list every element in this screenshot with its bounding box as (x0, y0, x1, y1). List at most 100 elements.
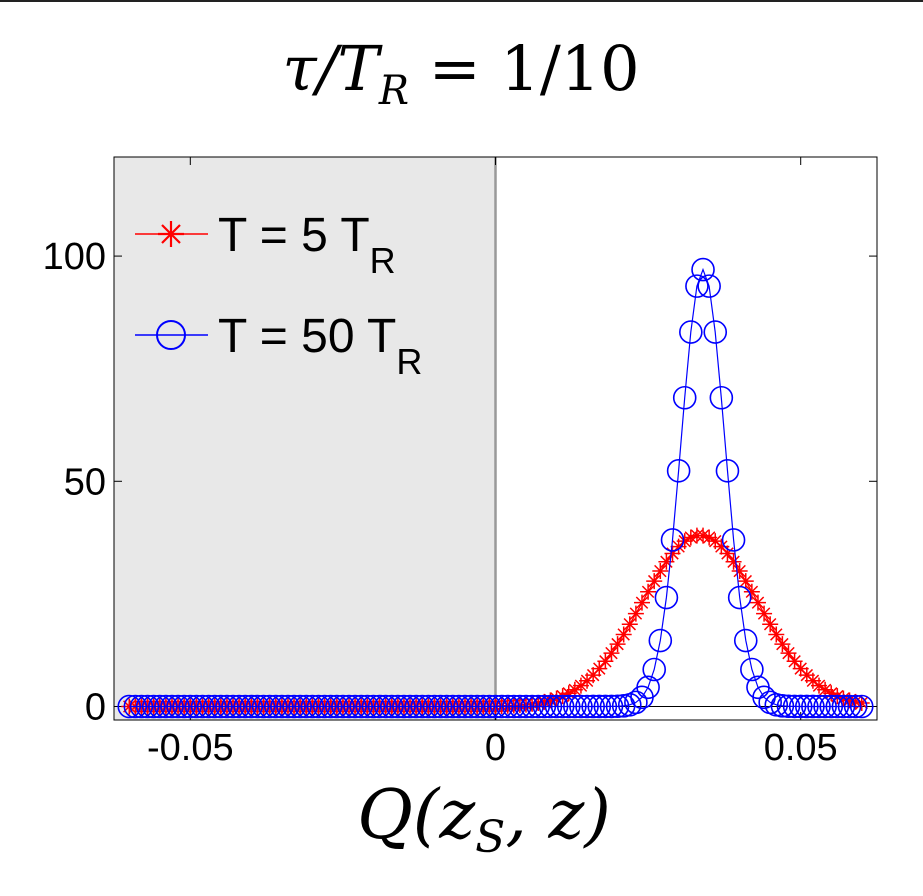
x-axis-label: Q(zS, z) (357, 776, 611, 863)
data-point-circle (660, 528, 685, 552)
data-point-star (762, 616, 779, 633)
data-point-circle (129, 694, 154, 719)
data-point-circle (154, 694, 178, 719)
chart-title: τ/TR = 1/10 (282, 32, 639, 114)
data-point-circle (489, 694, 514, 719)
data-point-circle (172, 694, 196, 719)
data-point-star (530, 694, 547, 711)
data-point-star (633, 594, 650, 611)
data-point-star (524, 695, 541, 712)
x-tick-label: -0.05 (147, 727, 234, 769)
data-point-circle (440, 694, 465, 719)
data-point-circle (495, 694, 520, 719)
data-point-star (737, 573, 754, 590)
data-point-circle (733, 628, 758, 653)
data-point-circle (147, 694, 172, 719)
data-point-circle (215, 694, 239, 719)
data-point-circle (312, 694, 337, 719)
data-point-circle (202, 694, 227, 719)
legend-label-series-1-main: T = 5 T (218, 209, 370, 262)
y-tick-label: 50 (64, 461, 106, 503)
data-point-circle (367, 694, 392, 719)
data-point-circle (239, 694, 264, 719)
data-point-star (621, 616, 638, 633)
data-point-star (774, 636, 791, 653)
data-point-circle (294, 694, 319, 719)
data-point-star (676, 533, 693, 550)
data-point-circle (788, 694, 813, 719)
data-point-star (804, 672, 821, 689)
data-point-circle (343, 694, 367, 719)
data-point-circle (801, 694, 825, 719)
data-point-circle (300, 694, 325, 719)
data-point-star (798, 667, 815, 684)
data-point-circle (843, 694, 868, 719)
data-point-circle (141, 694, 166, 719)
data-point-star (725, 553, 742, 570)
data-point-circle (544, 694, 569, 719)
legend-label-series-2: T = 50 TR (218, 310, 422, 382)
data-point-star (652, 563, 669, 580)
data-point-circle (648, 628, 673, 653)
data-point-star (811, 677, 828, 694)
data-point-circle (550, 694, 575, 719)
data-point-circle (837, 694, 862, 719)
data-point-circle (361, 694, 386, 719)
data-point-circle (453, 694, 477, 719)
data-point-circle (587, 694, 612, 719)
data-point-circle (324, 694, 349, 719)
data-point-star (670, 538, 687, 555)
data-point-circle (227, 694, 251, 719)
legend-marker-circle (156, 320, 186, 350)
data-point-circle (538, 694, 563, 719)
legend-label-series-1-sub: R (370, 240, 396, 281)
data-point-circle (221, 694, 245, 719)
x-tick-label: 0 (485, 727, 506, 769)
data-point-star (719, 545, 736, 562)
data-point-circle (209, 694, 233, 719)
data-point-star (579, 672, 596, 689)
legend-label-series-2-sub: R (396, 341, 422, 382)
data-point-circle (404, 694, 428, 719)
legend: T = 5 TR T = 50 TR (135, 209, 422, 382)
data-point-circle (526, 694, 551, 719)
data-point-star (713, 538, 730, 555)
data-point-circle (575, 694, 599, 719)
data-point-circle (770, 694, 795, 718)
data-point-circle (166, 694, 190, 719)
data-point-star (646, 573, 663, 590)
data-point-star (749, 594, 766, 611)
data-point-circle (563, 694, 587, 719)
data-point-circle (184, 694, 209, 719)
data-point-circle (263, 694, 288, 719)
title-main: τ/T (282, 32, 383, 105)
data-point-star (823, 685, 840, 702)
title-rest: = 1/10 (409, 32, 640, 105)
y-tick-label: 100 (43, 236, 106, 278)
data-point-star (792, 660, 809, 677)
legend-entry-series-1: T = 5 TR (135, 209, 396, 281)
data-point-star (560, 685, 577, 702)
data-point-circle (642, 657, 667, 682)
data-point-star (695, 527, 712, 544)
data-point-circle (593, 694, 618, 719)
shaded-region (114, 157, 496, 720)
legend-marker-star (158, 221, 184, 247)
data-point-circle (398, 694, 422, 719)
data-point-star (627, 605, 644, 622)
data-point-circle (434, 694, 459, 719)
data-point-star (682, 529, 699, 546)
data-point-circle (306, 694, 331, 719)
data-point-star (615, 626, 632, 643)
data-point-circle (795, 694, 819, 719)
data-point-star (664, 545, 681, 562)
data-point-star (768, 626, 785, 643)
x-axis-label-rest: , z) (505, 776, 611, 855)
data-point-star (542, 692, 559, 709)
data-point-star (835, 690, 852, 707)
data-point-circle (672, 385, 697, 410)
data-point-circle (813, 694, 837, 719)
data-point-circle (251, 694, 276, 719)
data-point-circle (709, 385, 734, 410)
data-point-circle (624, 690, 648, 715)
